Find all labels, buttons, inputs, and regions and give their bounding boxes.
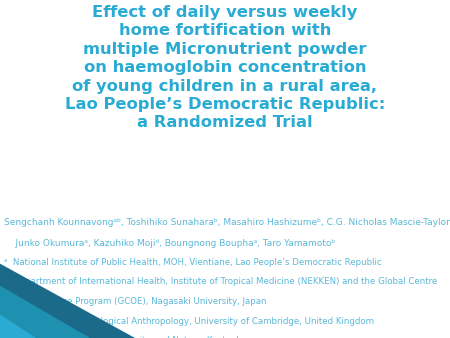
Text: ᶜ     Department of Biological Anthropology, University of Cambridge, United Kin: ᶜ Department of Biological Anthropology,… (4, 317, 374, 326)
Polygon shape (0, 314, 36, 338)
Text: ᵈ  Research Institute for Humanity and Nature, Kyoto, Japan: ᵈ Research Institute for Humanity and Na… (4, 336, 261, 338)
Text: Sengchanh Kounnavongᵃᵇ, Toshihiko Sunaharaᵇ, Masahiro Hashizumeᵇ, C.G. Nicholas : Sengchanh Kounnavongᵃᵇ, Toshihiko Sunaha… (4, 218, 450, 227)
Polygon shape (0, 286, 90, 338)
Text: Junko Okumuraᵃ, Kazuhiko Mojiᵈ, Boungnong Bouphaᵃ, Taro Yamamotoᵇ: Junko Okumuraᵃ, Kazuhiko Mojiᵈ, Boungnon… (4, 239, 336, 248)
Text: of Excellence Program (GCOE), Nagasaki University, Japan: of Excellence Program (GCOE), Nagasaki U… (4, 297, 267, 306)
Text: Effect of daily versus weekly
home fortification with
multiple Micronutrient pow: Effect of daily versus weekly home forti… (65, 5, 385, 130)
Text: ᵇ  Department of International Health, Institute of Tropical Medicine (NEKKEN) a: ᵇ Department of International Health, In… (4, 277, 438, 287)
Text: ᵃ  National Institute of Public Health, MOH, Vientiane, Lao People’s Democratic : ᵃ National Institute of Public Health, M… (4, 258, 382, 267)
Polygon shape (0, 264, 135, 338)
